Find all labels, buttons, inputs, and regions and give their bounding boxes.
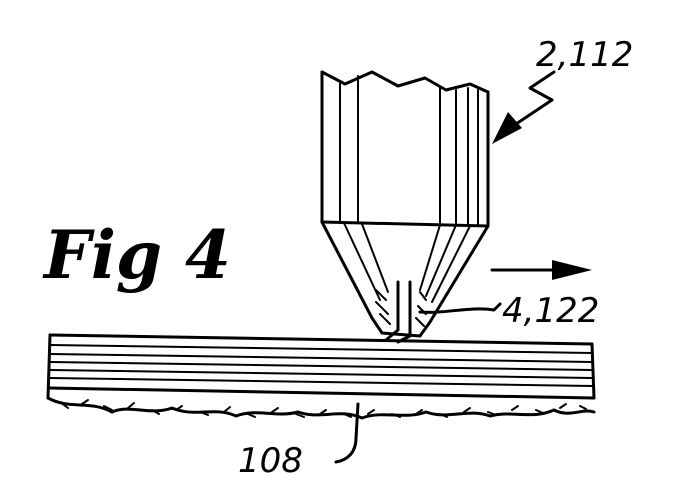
substrate-reference-label: 108 — [238, 441, 303, 481]
substrate-layers — [46, 333, 596, 400]
cutting-tip — [375, 280, 427, 344]
tool-leader — [492, 70, 556, 144]
tool-cone — [320, 220, 490, 338]
substrate-backing — [46, 396, 596, 420]
tip-reference-label: 4,122 — [502, 291, 599, 331]
tool-reference-label: 2,112 — [536, 35, 633, 75]
tool-body — [320, 70, 490, 228]
tip-leader — [418, 302, 502, 314]
arrow-right-icon — [490, 260, 592, 280]
substrate-leader — [334, 402, 360, 464]
figure-title: Fig 4 — [42, 216, 231, 294]
